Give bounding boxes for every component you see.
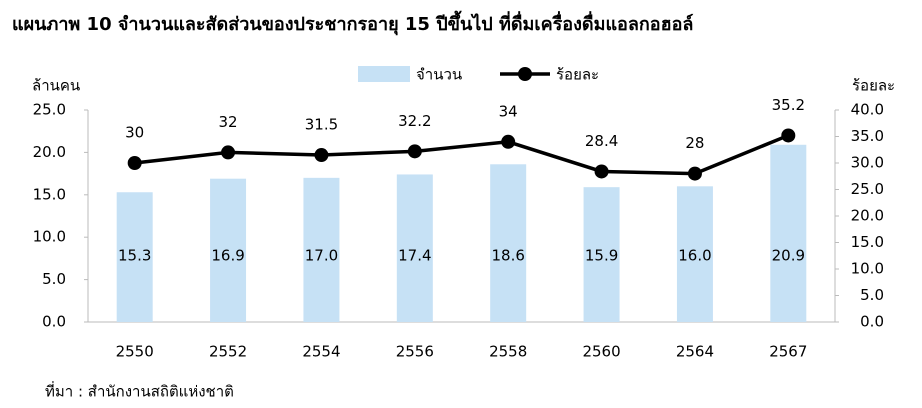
- bar: [210, 178, 247, 322]
- legend-label: จำนวน: [416, 66, 462, 84]
- line-marker: [687, 166, 702, 181]
- line-value-label: 32: [219, 113, 238, 131]
- y-tick-label: 5.0: [42, 270, 66, 288]
- x-tick-label: 2560: [582, 343, 620, 361]
- y2-tick-label: 0.0: [860, 313, 884, 331]
- x-tick-label: 2564: [676, 343, 714, 361]
- line-value-label: 32.2: [398, 112, 431, 130]
- y-tick-label: 15.0: [33, 185, 66, 203]
- line-marker: [781, 128, 796, 143]
- y-tick-label: 20.0: [33, 143, 66, 161]
- y-axis-label: ล้านคน: [32, 77, 80, 95]
- x-tick-label: 2554: [302, 343, 340, 361]
- line-value-label: 30: [125, 124, 144, 142]
- legend-swatch: [518, 67, 532, 81]
- x-tick-label: 2556: [396, 343, 434, 361]
- y2-tick-label: 30.0: [851, 154, 884, 172]
- y2-tick-label: 20.0: [851, 207, 884, 225]
- bar-value-label: 20.9: [772, 247, 805, 265]
- y2-tick-label: 25.0: [851, 180, 884, 198]
- y2-tick-label: 10.0: [851, 260, 884, 278]
- line-value-label: 34: [499, 102, 518, 120]
- bar: [396, 174, 433, 322]
- bar-value-label: 17.4: [398, 247, 431, 265]
- line-value-label: 31.5: [305, 116, 338, 134]
- line-marker: [407, 144, 422, 159]
- x-tick-label: 2552: [209, 343, 247, 361]
- line-marker: [594, 164, 609, 179]
- bar: [676, 186, 713, 322]
- bar-value-label: 16.9: [211, 247, 244, 265]
- legend-swatch: [358, 66, 410, 82]
- line-marker: [221, 145, 236, 160]
- y-tick-label: 25.0: [33, 101, 66, 119]
- x-tick-label: 2567: [769, 343, 807, 361]
- bar: [303, 177, 340, 322]
- y2-tick-label: 5.0: [860, 286, 884, 304]
- bar: [583, 187, 620, 322]
- chart-title: แผนภาพ 10 จำนวนและสัดส่วนของประชากรอายุ …: [12, 10, 693, 36]
- y-tick-label: 10.0: [33, 228, 66, 246]
- line: [134, 133, 789, 176]
- bar-value-label: 18.6: [491, 247, 524, 265]
- y-tick-label: 0.0: [42, 313, 66, 331]
- y2-tick-label: 15.0: [851, 233, 884, 251]
- x-tick-label: 2550: [116, 343, 154, 361]
- bar: [770, 144, 807, 322]
- x-tick-label: 2558: [489, 343, 527, 361]
- bar-value-label: 17.0: [305, 247, 338, 265]
- y2-tick-label: 40.0: [851, 101, 884, 119]
- bar-value-label: 15.9: [585, 247, 618, 265]
- line-value-label: 28.4: [585, 132, 618, 150]
- source-note: ที่มา : สำนักงานสถิติแห่งชาติ: [45, 381, 234, 401]
- legend-label: ร้อยละ: [556, 66, 599, 84]
- line-value-label: 28: [685, 134, 704, 152]
- bar: [116, 192, 153, 322]
- line-marker: [127, 156, 142, 170]
- line-marker: [314, 148, 329, 163]
- bar: [490, 164, 527, 322]
- y2-tick-label: 35.0: [851, 127, 884, 145]
- bar-value-label: 16.0: [678, 247, 711, 265]
- line-marker: [501, 134, 516, 149]
- line-value-label: 35.2: [772, 96, 805, 114]
- y2-axis-label: ร้อยละ: [852, 77, 895, 95]
- bar-value-label: 15.3: [118, 247, 151, 265]
